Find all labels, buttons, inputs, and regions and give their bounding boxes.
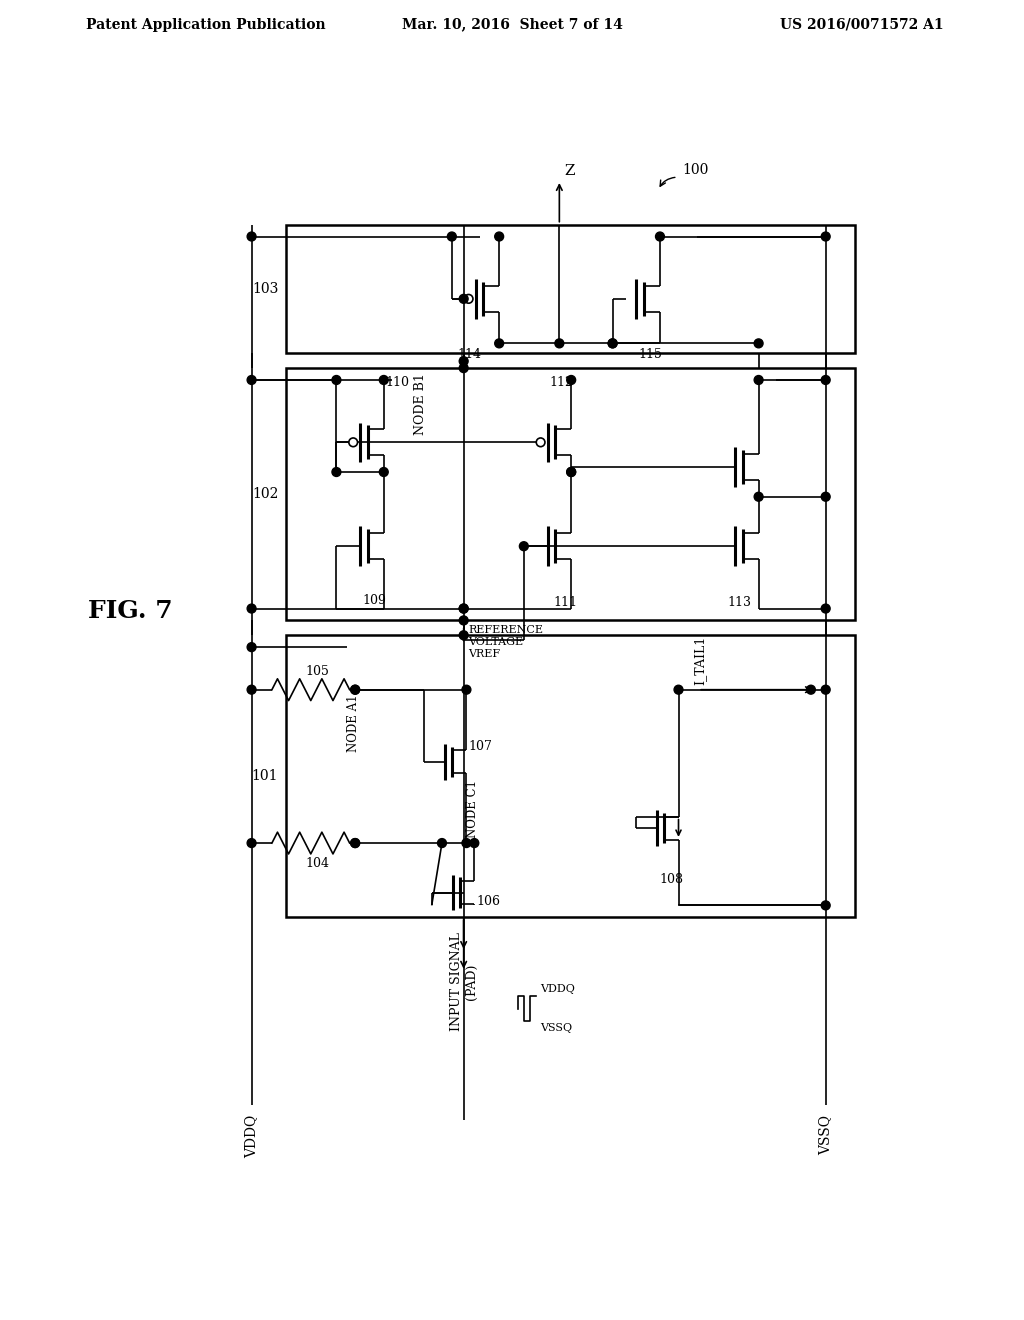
Text: FIG. 7: FIG. 7	[88, 598, 172, 623]
Text: 115: 115	[638, 348, 663, 362]
Text: 110: 110	[386, 376, 410, 389]
Circle shape	[349, 438, 357, 446]
Circle shape	[379, 375, 388, 384]
Circle shape	[247, 685, 256, 694]
Text: VDDQ: VDDQ	[541, 985, 575, 994]
Text: 101: 101	[252, 770, 279, 783]
Circle shape	[332, 375, 341, 384]
Circle shape	[754, 339, 763, 347]
Text: 112: 112	[550, 376, 573, 389]
Circle shape	[754, 375, 763, 384]
Circle shape	[470, 838, 479, 847]
Circle shape	[674, 685, 683, 694]
Circle shape	[555, 339, 564, 347]
Circle shape	[247, 643, 256, 652]
Circle shape	[459, 294, 468, 304]
Text: 106: 106	[476, 895, 500, 908]
Circle shape	[350, 685, 359, 694]
Text: 108: 108	[659, 873, 683, 886]
Circle shape	[655, 232, 665, 242]
Text: Mar. 10, 2016  Sheet 7 of 14: Mar. 10, 2016 Sheet 7 of 14	[401, 17, 623, 32]
Text: NODE B1: NODE B1	[415, 374, 427, 434]
Circle shape	[821, 685, 830, 694]
Circle shape	[247, 838, 256, 847]
Circle shape	[350, 838, 359, 847]
Text: 113: 113	[727, 595, 751, 609]
Text: 100: 100	[683, 164, 709, 177]
Circle shape	[519, 541, 528, 550]
Circle shape	[459, 605, 468, 612]
Bar	[286, 368, 855, 620]
Text: VSSQ: VSSQ	[818, 1115, 833, 1155]
Text: 109: 109	[362, 594, 386, 607]
Circle shape	[754, 492, 763, 502]
Circle shape	[247, 375, 256, 384]
Text: Z: Z	[564, 164, 574, 178]
Text: 114: 114	[458, 348, 481, 362]
Circle shape	[537, 438, 545, 446]
Circle shape	[566, 467, 575, 477]
Text: I_TAIL1: I_TAIL1	[693, 635, 707, 685]
Bar	[286, 224, 855, 354]
Circle shape	[495, 339, 504, 347]
Bar	[286, 635, 855, 917]
Text: 111: 111	[553, 595, 578, 609]
Circle shape	[459, 616, 468, 624]
Text: INPUT SIGNAL
(PAD): INPUT SIGNAL (PAD)	[450, 932, 477, 1031]
Text: NODE C1: NODE C1	[466, 780, 478, 838]
Circle shape	[459, 363, 468, 372]
Circle shape	[464, 294, 473, 304]
Text: US 2016/0071572 A1: US 2016/0071572 A1	[780, 17, 944, 32]
Circle shape	[495, 232, 504, 242]
Circle shape	[447, 232, 457, 242]
Circle shape	[462, 685, 471, 694]
Circle shape	[350, 838, 359, 847]
Text: Patent Application Publication: Patent Application Publication	[86, 17, 326, 32]
Circle shape	[462, 838, 471, 847]
Text: 104: 104	[306, 857, 330, 870]
Text: NODE A1: NODE A1	[347, 694, 360, 752]
Circle shape	[807, 685, 815, 694]
Circle shape	[821, 232, 830, 242]
Text: 105: 105	[306, 665, 330, 677]
Circle shape	[247, 605, 256, 612]
Text: 103: 103	[252, 282, 279, 296]
Circle shape	[608, 339, 617, 347]
Text: 102: 102	[252, 487, 279, 502]
Circle shape	[332, 467, 341, 477]
Circle shape	[459, 605, 468, 612]
Circle shape	[459, 631, 468, 640]
Circle shape	[566, 467, 575, 477]
Circle shape	[821, 605, 830, 612]
Text: VSSQ: VSSQ	[541, 1023, 572, 1034]
Text: 107: 107	[468, 741, 493, 752]
Circle shape	[437, 838, 446, 847]
Text: VDDQ: VDDQ	[245, 1115, 259, 1159]
Circle shape	[459, 356, 468, 366]
Circle shape	[608, 339, 617, 347]
Circle shape	[566, 375, 575, 384]
Circle shape	[821, 375, 830, 384]
Text: REFERENCE
VOLTAGE
VREF: REFERENCE VOLTAGE VREF	[469, 626, 544, 659]
Circle shape	[379, 467, 388, 477]
Circle shape	[247, 232, 256, 242]
Circle shape	[821, 492, 830, 502]
Circle shape	[821, 902, 830, 909]
Circle shape	[350, 685, 359, 694]
